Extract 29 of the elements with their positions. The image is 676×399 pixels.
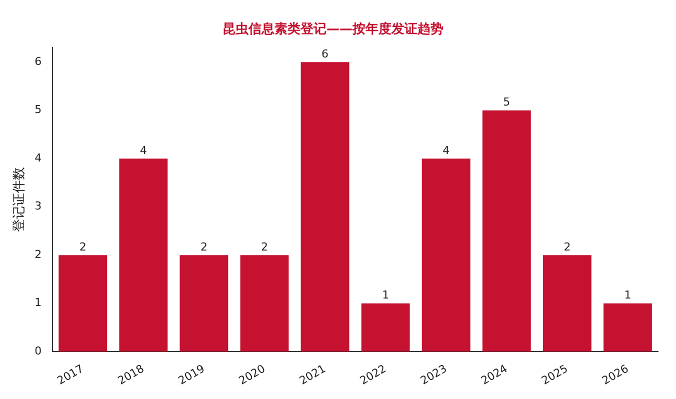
- bar: [300, 62, 350, 352]
- data-label: 4: [442, 144, 450, 157]
- bar: [119, 158, 168, 352]
- data-label: 2: [200, 240, 208, 254]
- bar: [542, 255, 592, 352]
- bar: [58, 255, 108, 352]
- bar: [422, 158, 470, 352]
- data-label: 6: [322, 47, 329, 60]
- y-axis-title: 登记证件数: [12, 167, 28, 232]
- bar: [361, 303, 410, 352]
- bar: [180, 255, 228, 352]
- y-tick-label: 3: [34, 200, 42, 213]
- y-tick-label: 1: [34, 296, 42, 310]
- y-tick-label: 4: [34, 151, 42, 164]
- bar: [482, 110, 531, 352]
- data-label: 2: [260, 240, 268, 254]
- data-label: 1: [382, 288, 390, 302]
- y-tick-label: 0: [34, 344, 42, 358]
- data-label: 1: [624, 288, 632, 302]
- data-label: 2: [564, 240, 571, 254]
- bar: [240, 255, 289, 352]
- data-label: 5: [503, 96, 510, 109]
- data-label: 4: [140, 144, 147, 157]
- y-tick-label: 6: [34, 54, 42, 68]
- data-label: 2: [79, 240, 86, 254]
- chart-title: 昆虫信息素类登记——按年度发证趋势: [222, 21, 444, 38]
- bar: [604, 303, 652, 352]
- y-tick-label: 2: [34, 248, 42, 261]
- y-tick-label: 5: [34, 103, 42, 116]
